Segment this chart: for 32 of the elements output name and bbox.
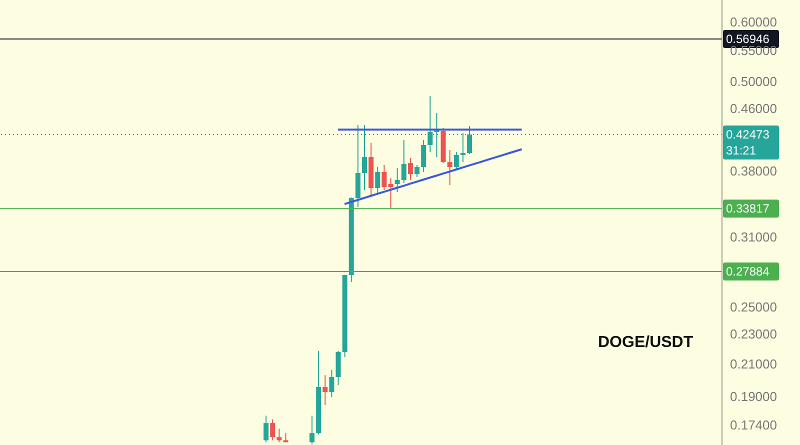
- y-tick-label: 0.23000: [730, 326, 777, 342]
- ref-line-label: 0.42473 31:21: [726, 127, 770, 158]
- y-tick-label: 0.19000: [730, 388, 777, 404]
- candlestick: [421, 139, 426, 172]
- candlestick: [382, 164, 387, 191]
- y-tick-label: 0.60000: [730, 14, 777, 30]
- candlestick: [270, 418, 276, 441]
- y-tick-label: 0.21000: [730, 356, 777, 372]
- candlestick: [388, 178, 394, 209]
- candlestick: [414, 164, 420, 178]
- ref-line-label: 0.27884: [726, 264, 770, 278]
- y-tick-label: 0.38000: [730, 163, 777, 178]
- y-tick-label: 0.17400: [730, 418, 777, 433]
- candlestick: [329, 369, 334, 398]
- candlestick: [447, 149, 452, 186]
- y-tick-label: 0.31000: [730, 230, 777, 245]
- ref-line-label: 0.56946: [726, 32, 770, 46]
- candlestick: [264, 415, 269, 443]
- y-tick-label: 0.50000: [730, 74, 777, 89]
- line-series: [344, 148, 523, 206]
- candlestick: [401, 139, 406, 184]
- y-tick-label: 0.25000: [730, 300, 777, 315]
- ref-line-label: 0.33817: [726, 202, 770, 216]
- y-tick-label: 0.46000: [730, 101, 777, 116]
- candlestick: [322, 374, 328, 406]
- candlestick: [276, 428, 282, 443]
- candlestick: [454, 151, 459, 171]
- candlestick: [394, 167, 400, 193]
- annotation: DOGE/USDT: [598, 334, 694, 352]
- candlestick: [408, 158, 413, 180]
- candlestick: [375, 166, 380, 194]
- candlestick: [309, 415, 314, 445]
